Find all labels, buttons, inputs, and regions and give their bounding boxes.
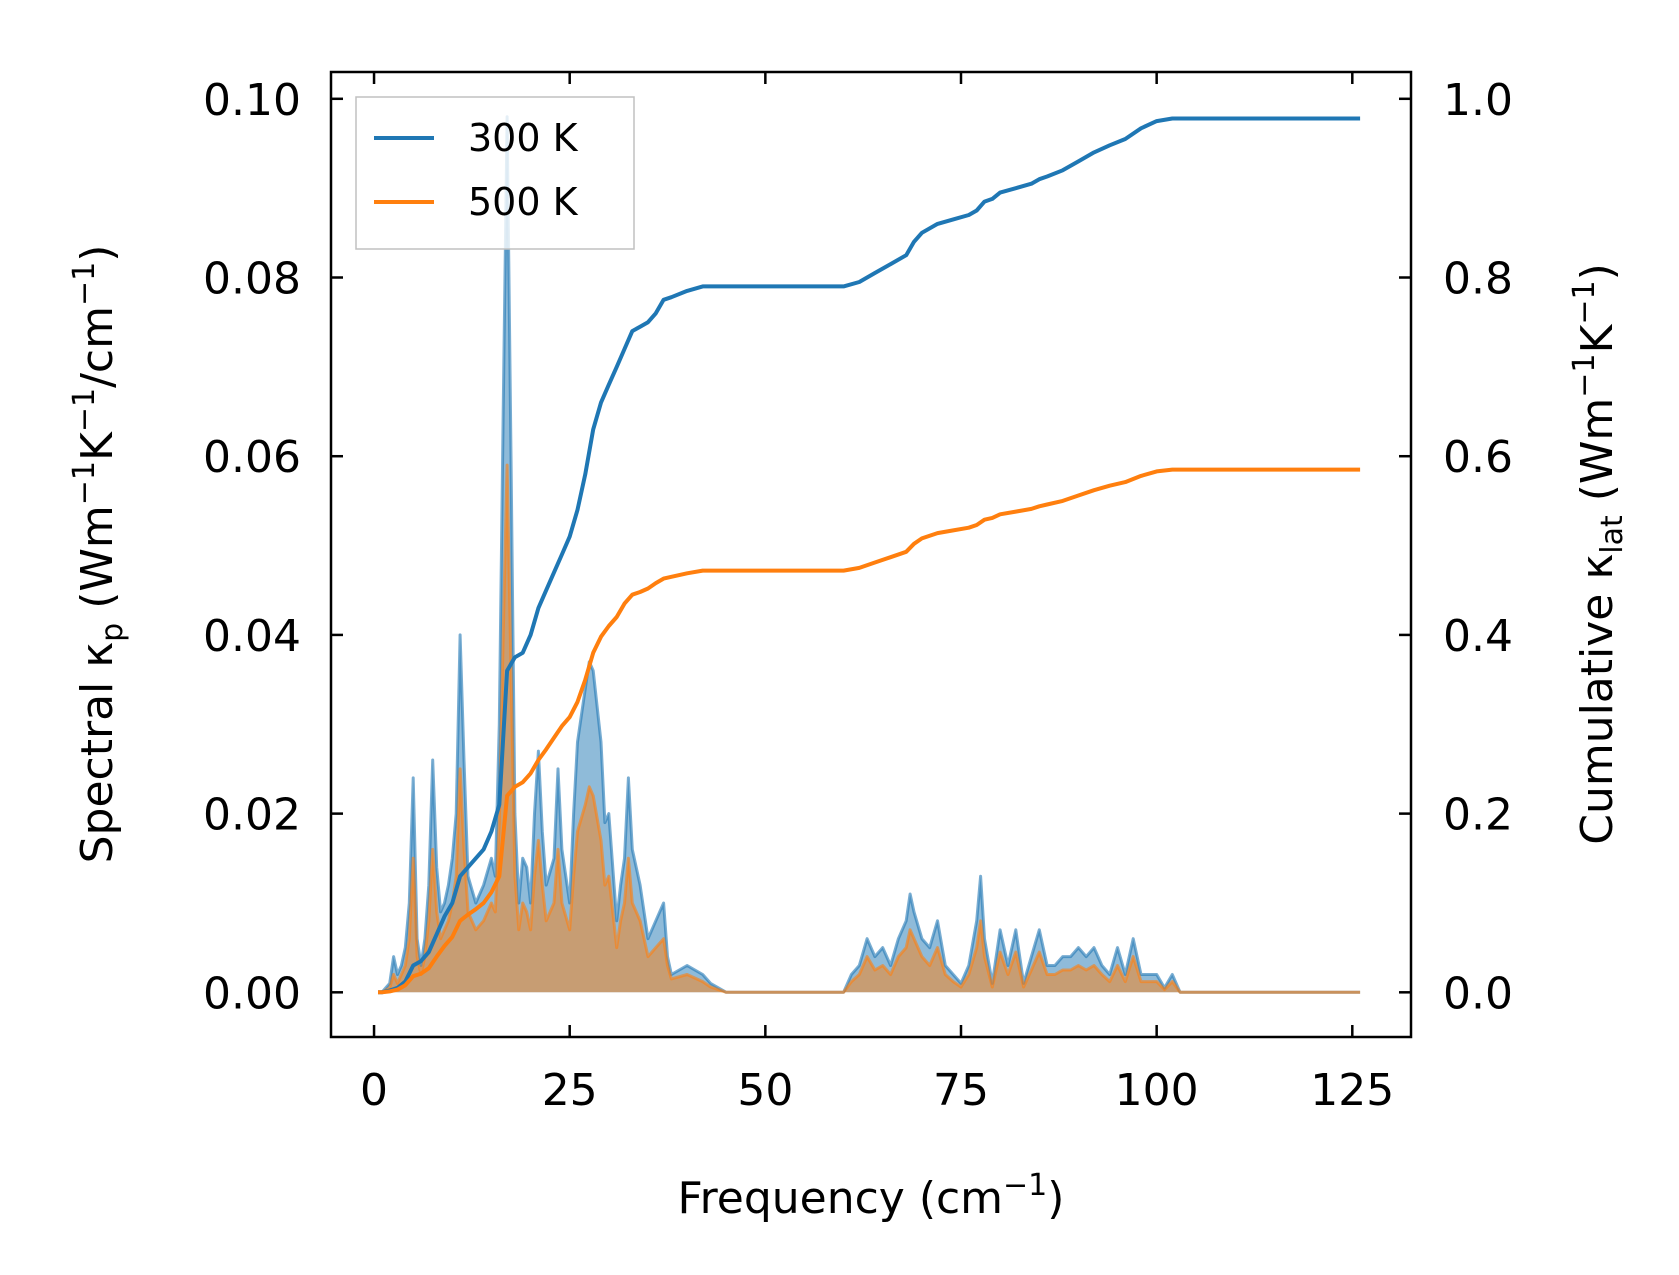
legend-label-300k: 300 K [468, 116, 579, 160]
y-right-tick-label: 0.6 [1443, 432, 1513, 483]
tick-labels: 0 25 50 75 100 125 0.00 0.02 0.04 0.06 0.08 0.10 0.0… [203, 75, 1513, 1116]
y-right-axis-label: Cumulative κlat (Wm−1K−1) [1567, 263, 1630, 845]
spectral-line-300k [378, 115, 1361, 994]
y-left-tick-label: 0.02 [203, 790, 301, 841]
y-right-tick-label: 0.2 [1443, 790, 1513, 841]
y-left-tick-label: 0.06 [203, 432, 301, 483]
legend: 300 K 500 K [355, 96, 635, 250]
cumulative-line-300k [378, 116, 1361, 995]
y-left-axis-label: Spectral κp (Wm−1K−1/cm−1) [67, 245, 130, 864]
x-axis-label: Frequency (cm−1) [678, 1168, 1065, 1224]
x-tick-label: 100 [1115, 1065, 1199, 1116]
x-tick-label: 125 [1310, 1065, 1394, 1116]
legend-box [355, 96, 635, 250]
x-tick-label: 50 [737, 1065, 793, 1116]
x-tick-label: 25 [542, 1065, 598, 1116]
x-tick-label: 75 [933, 1065, 989, 1116]
data-lines [378, 115, 1361, 995]
spectral-fill-300k [378, 116, 1361, 993]
x-tick-label: 0 [360, 1065, 388, 1116]
legend-label-500k: 500 K [468, 180, 579, 224]
y-right-tick-label: 0.8 [1443, 254, 1513, 305]
spectral-fills [378, 116, 1361, 993]
y-right-tick-label: 0.0 [1443, 968, 1513, 1019]
y-right-tick-label: 1.0 [1443, 75, 1513, 126]
axis-ticks [331, 72, 1411, 1037]
spectral-line-500k [378, 463, 1361, 994]
y-left-tick-label: 0.04 [203, 611, 301, 662]
y-left-tick-label: 0.10 [203, 75, 301, 126]
spectral-fill-500k [378, 465, 1361, 993]
y-right-tick-label: 0.4 [1443, 611, 1513, 662]
cumulative-line-500k [378, 467, 1361, 995]
plot-frame [329, 70, 1413, 1039]
y-left-tick-label: 0.00 [203, 968, 301, 1019]
y-left-tick-label: 0.08 [203, 254, 301, 305]
